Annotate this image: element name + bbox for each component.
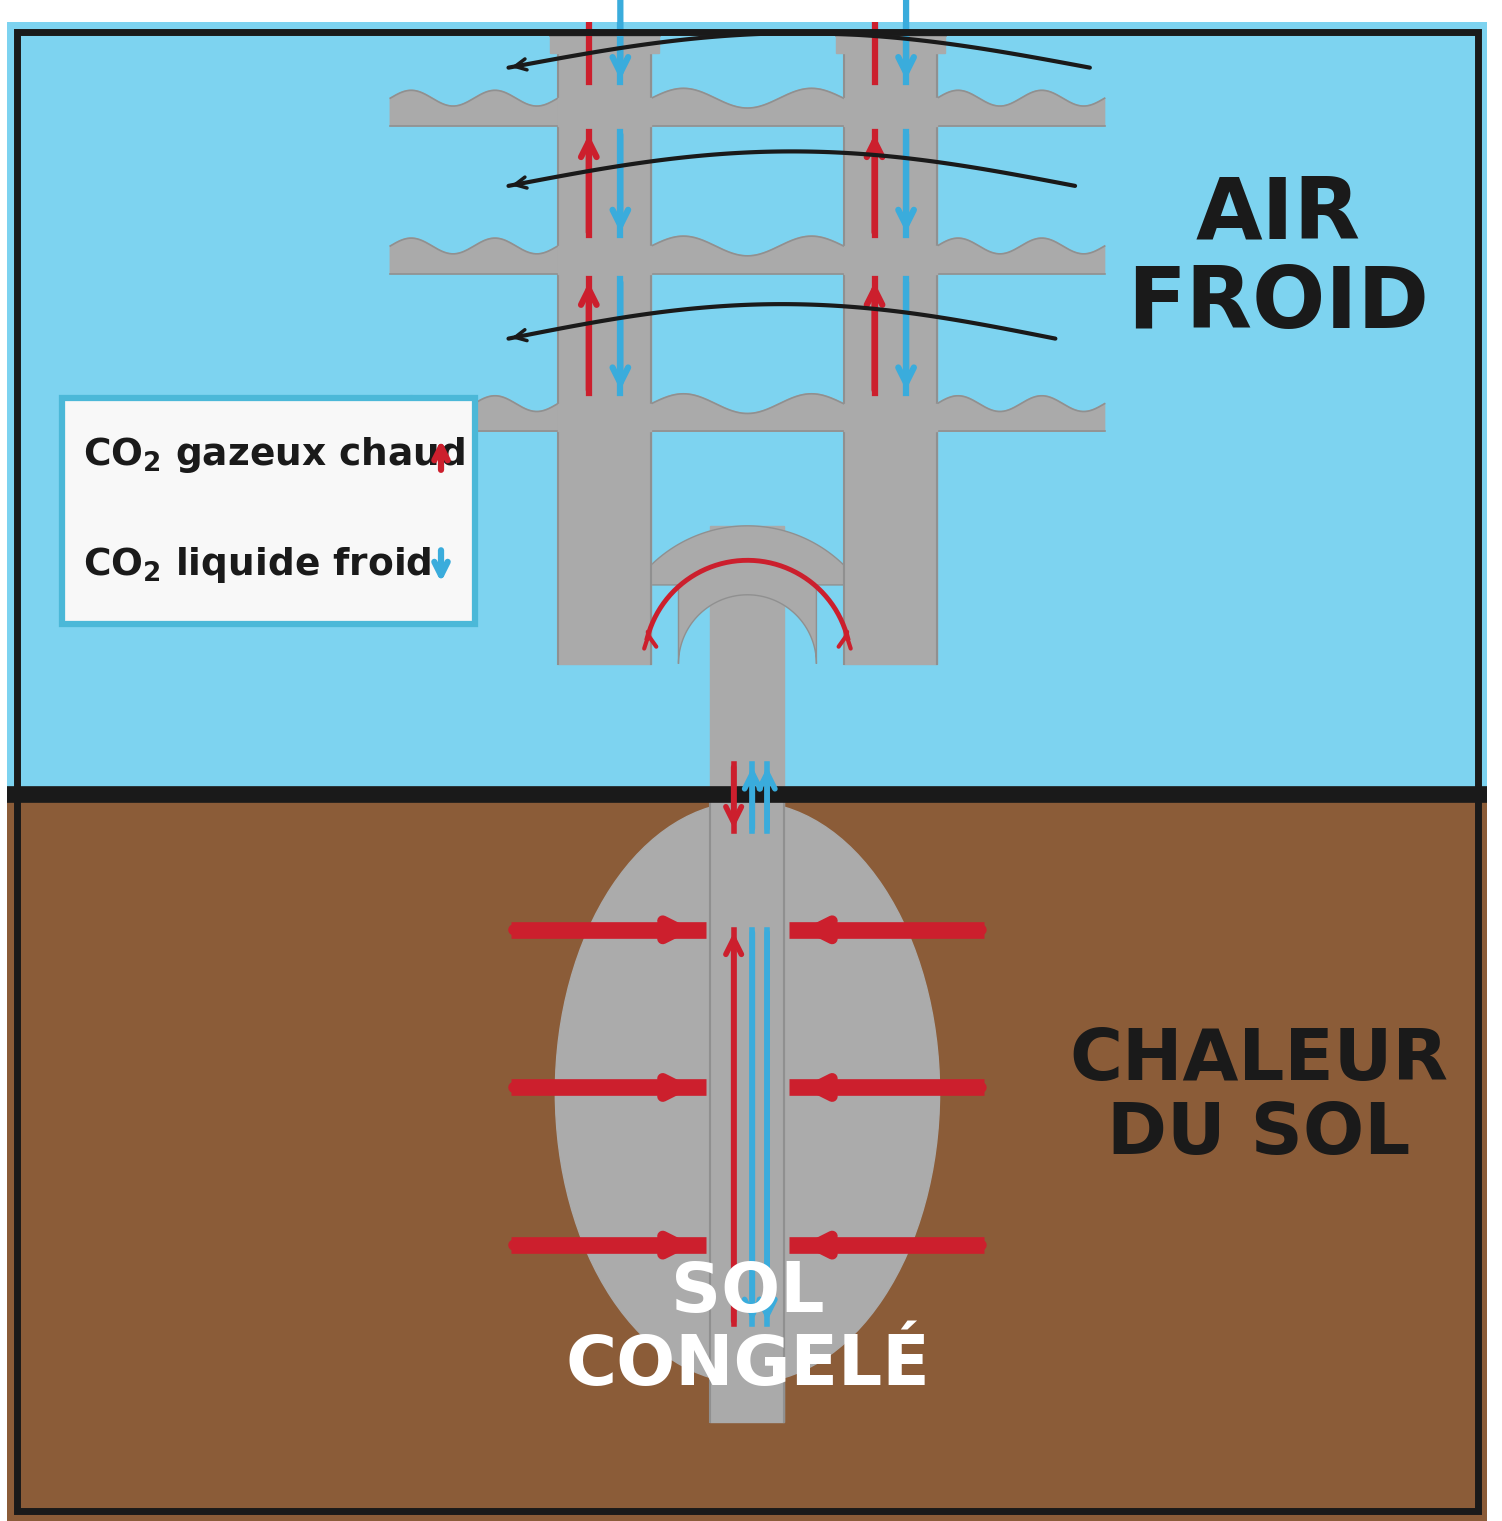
Polygon shape	[652, 236, 844, 274]
Bar	[550, 35, 659, 53]
Bar	[557, 246, 652, 274]
Bar	[835, 35, 945, 53]
Text: $\mathbf{CO_2}$ gazeux chaud: $\mathbf{CO_2}$ gazeux chaud	[83, 435, 466, 475]
FancyBboxPatch shape	[62, 397, 476, 624]
Bar	[8, 794, 1487, 1521]
Polygon shape	[610, 526, 885, 663]
Bar	[710, 789, 784, 1422]
Polygon shape	[937, 239, 1104, 274]
Bar	[557, 53, 652, 663]
Polygon shape	[391, 90, 557, 126]
Text: AIR
FROID: AIR FROID	[1128, 173, 1430, 347]
Bar	[844, 403, 937, 432]
Polygon shape	[937, 90, 1104, 126]
Bar	[844, 246, 937, 274]
Polygon shape	[652, 394, 844, 432]
Bar	[710, 526, 784, 794]
Bar	[557, 403, 652, 432]
Bar	[557, 99, 652, 126]
Polygon shape	[652, 88, 844, 126]
Ellipse shape	[556, 802, 940, 1383]
Polygon shape	[391, 395, 557, 432]
Text: CHALEUR
DU SOL: CHALEUR DU SOL	[1069, 1025, 1448, 1170]
Bar	[8, 23, 1487, 794]
Bar	[844, 99, 937, 126]
Polygon shape	[391, 239, 557, 274]
Polygon shape	[937, 395, 1104, 432]
Bar	[844, 53, 937, 663]
Text: $\mathbf{CO_2}$ liquide froid: $\mathbf{CO_2}$ liquide froid	[83, 545, 433, 586]
Text: SOL
CONGELÉ: SOL CONGELÉ	[565, 1259, 930, 1398]
